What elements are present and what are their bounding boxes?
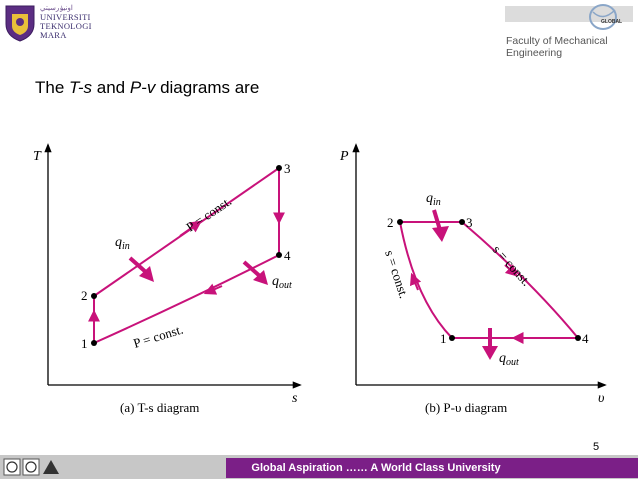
global-logo: GLOBAL bbox=[585, 2, 635, 32]
title-suffix: diagrams are bbox=[155, 78, 260, 97]
ts-point-1 bbox=[91, 340, 97, 346]
ts-qout-label: qout bbox=[272, 274, 292, 291]
pv-arrow-1-2 bbox=[409, 272, 422, 291]
ts-axis-y-label: T bbox=[33, 149, 42, 164]
pv-label-3: 3 bbox=[466, 215, 473, 230]
pv-axis-y-label: P bbox=[339, 149, 349, 164]
pv-caption: (b) P-υ diagram bbox=[425, 400, 507, 415]
footer-slogan-band bbox=[226, 458, 638, 478]
diagrams: T s 1 2 3 4 P = const. P = const. qin qo… bbox=[33, 143, 607, 415]
footer-badges bbox=[3, 458, 63, 476]
pv-process-3-4 bbox=[461, 221, 579, 339]
ts-lower-pressure-label: P = const. bbox=[131, 322, 184, 351]
title-mid: and bbox=[92, 78, 130, 97]
ts-label-1: 1 bbox=[81, 336, 88, 351]
footer-slogan: Global Aspiration …… A World Class Unive… bbox=[251, 462, 501, 474]
ts-qin-label: qin bbox=[115, 235, 130, 252]
ts-label-2: 2 bbox=[81, 288, 88, 303]
pv-qout-arrow-head bbox=[482, 346, 498, 360]
ts-caption: (a) T-s diagram bbox=[120, 400, 199, 415]
ts-axis-x-label: s bbox=[292, 391, 298, 406]
university-name: اونيۏرسيتي UNIVERSITI TEKNOLOGI MARA bbox=[40, 4, 92, 40]
cert-badge-1-icon bbox=[3, 458, 21, 476]
pv-arrow-3-4 bbox=[504, 264, 518, 277]
title-ts: T-s bbox=[69, 78, 93, 97]
pv-diagram: P υ 1 2 3 4 s = const. s = const. qin qo… bbox=[339, 143, 607, 415]
university-line-2: TEKNOLOGI bbox=[40, 21, 92, 31]
ts-point-4 bbox=[276, 252, 282, 258]
ts-label-3: 3 bbox=[284, 161, 291, 176]
cert-badge-2-icon bbox=[22, 458, 40, 476]
global-badge: GLOBAL bbox=[601, 19, 622, 25]
title-pv: P-v bbox=[129, 78, 156, 97]
pv-qin-arrow-head bbox=[432, 226, 449, 242]
header-bar bbox=[505, 6, 633, 22]
pv-point-1 bbox=[449, 335, 455, 341]
ts-diagram: T s 1 2 3 4 P = const. P = const. qin qo… bbox=[33, 143, 302, 415]
ts-arrow-2-3 bbox=[179, 220, 202, 237]
pv-point-3 bbox=[459, 219, 465, 225]
slide-number: 5 bbox=[593, 441, 600, 453]
ts-upper-pressure-label: P = const. bbox=[183, 193, 234, 234]
university-line-1: UNIVERSITI bbox=[40, 12, 91, 22]
crest-icon bbox=[5, 5, 35, 42]
pv-axis-x-label: υ bbox=[598, 391, 604, 406]
university-line-3: MARA bbox=[40, 30, 67, 40]
ts-point-2 bbox=[91, 293, 97, 299]
slide-title: The T-s and P-v diagrams are bbox=[35, 78, 259, 98]
pv-label-1: 1 bbox=[440, 331, 447, 346]
ts-point-3 bbox=[276, 165, 282, 171]
ts-arrow-4-1 bbox=[203, 283, 223, 295]
pv-qout-label: qout bbox=[499, 351, 519, 368]
ts-label-4: 4 bbox=[284, 248, 291, 263]
pv-process-1-2 bbox=[399, 221, 453, 339]
university-logo bbox=[2, 2, 107, 44]
cert-badge-3-icon bbox=[43, 460, 59, 474]
pv-point-4 bbox=[575, 335, 581, 341]
pv-point-2 bbox=[397, 219, 403, 225]
faculty-name: Faculty of Mechanical Engineering bbox=[506, 35, 608, 59]
pv-qin-label: qin bbox=[426, 191, 441, 208]
ts-qin-arrow-head bbox=[139, 266, 154, 282]
university-jawi: اونيۏرسيتي bbox=[40, 4, 73, 12]
globe-icon bbox=[589, 4, 617, 30]
pv-label-4: 4 bbox=[582, 331, 589, 346]
pv-qin-arrow-shaft bbox=[432, 209, 442, 231]
pv-right-entropy-label: s = const. bbox=[490, 242, 534, 289]
title-prefix: The bbox=[35, 78, 70, 97]
pv-label-2: 2 bbox=[387, 215, 394, 230]
ts-process-4-1 bbox=[93, 254, 280, 344]
ts-qout-arrow-head bbox=[253, 270, 268, 285]
